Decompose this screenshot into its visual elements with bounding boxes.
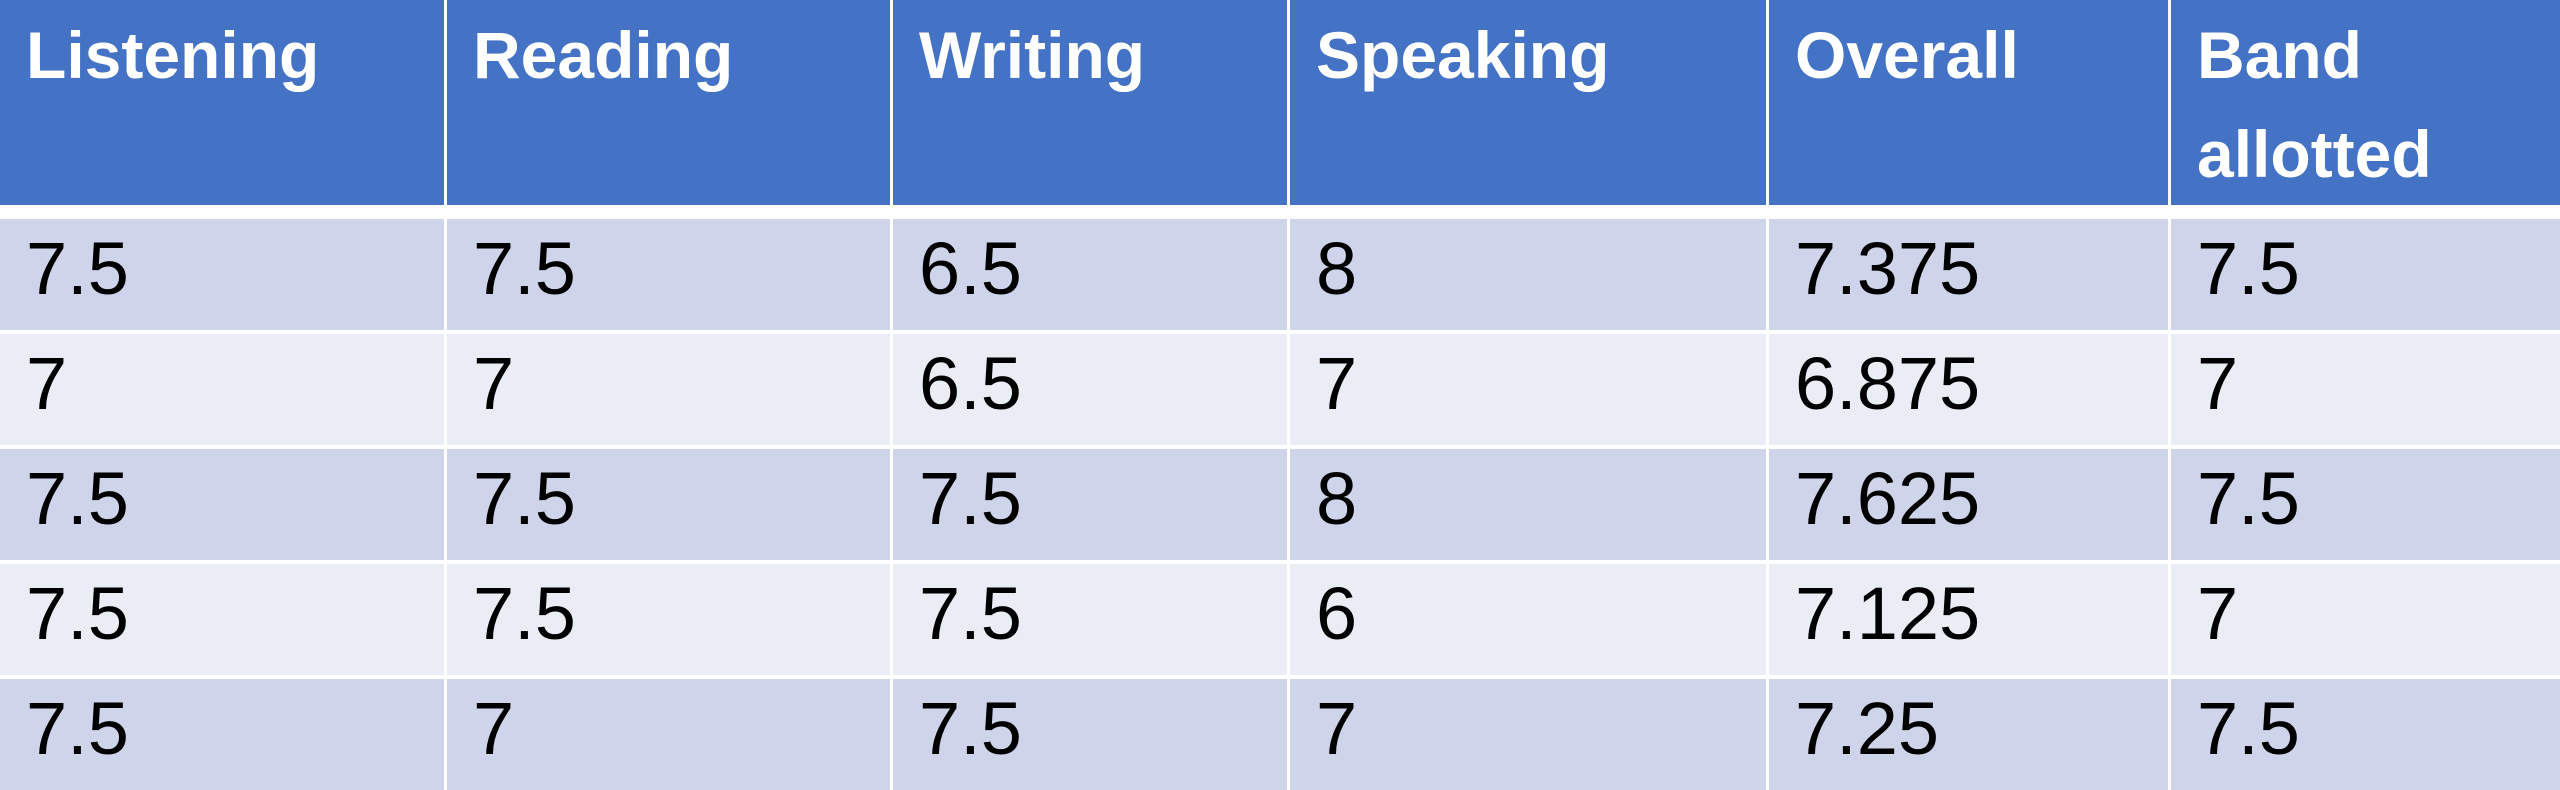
cell-overall: 7.375	[1766, 215, 2168, 330]
cell-writing: 6.5	[890, 330, 1287, 445]
cell-listening: 7	[0, 330, 444, 445]
column-header-speaking: Speaking	[1287, 0, 1766, 215]
column-header-writing: Writing	[890, 0, 1287, 215]
cell-overall: 7.625	[1766, 445, 2168, 560]
table-row: 7.5 7 7.5 7 7.25 7.5	[0, 675, 2560, 790]
cell-overall: 7.125	[1766, 560, 2168, 675]
cell-band-allotted: 7.5	[2168, 445, 2560, 560]
cell-writing: 6.5	[890, 215, 1287, 330]
cell-listening: 7.5	[0, 675, 444, 790]
column-header-reading: Reading	[444, 0, 890, 215]
cell-speaking: 8	[1287, 445, 1766, 560]
column-header-listening: Listening	[0, 0, 444, 215]
cell-reading: 7.5	[444, 445, 890, 560]
cell-overall: 6.875	[1766, 330, 2168, 445]
cell-speaking: 7	[1287, 675, 1766, 790]
table-row: 7 7 6.5 7 6.875 7	[0, 330, 2560, 445]
cell-band-allotted: 7.5	[2168, 215, 2560, 330]
cell-writing: 7.5	[890, 445, 1287, 560]
cell-listening: 7.5	[0, 560, 444, 675]
table-row: 7.5 7.5 6.5 8 7.375 7.5	[0, 215, 2560, 330]
cell-writing: 7.5	[890, 675, 1287, 790]
table-header: Listening Reading Writing Speaking Overa…	[0, 0, 2560, 215]
cell-reading: 7	[444, 675, 890, 790]
cell-speaking: 7	[1287, 330, 1766, 445]
cell-band-allotted: 7	[2168, 330, 2560, 445]
header-row: Listening Reading Writing Speaking Overa…	[0, 0, 2560, 215]
cell-band-allotted: 7	[2168, 560, 2560, 675]
table-row: 7.5 7.5 7.5 6 7.125 7	[0, 560, 2560, 675]
cell-speaking: 8	[1287, 215, 1766, 330]
cell-reading: 7	[444, 330, 890, 445]
cell-reading: 7.5	[444, 215, 890, 330]
cell-speaking: 6	[1287, 560, 1766, 675]
cell-band-allotted: 7.5	[2168, 675, 2560, 790]
cell-reading: 7.5	[444, 560, 890, 675]
table-row: 7.5 7.5 7.5 8 7.625 7.5	[0, 445, 2560, 560]
cell-overall: 7.25	[1766, 675, 2168, 790]
cell-listening: 7.5	[0, 215, 444, 330]
column-header-overall: Overall	[1766, 0, 2168, 215]
table-body: 7.5 7.5 6.5 8 7.375 7.5 7 7 6.5 7 6.875 …	[0, 215, 2560, 790]
cell-writing: 7.5	[890, 560, 1287, 675]
cell-listening: 7.5	[0, 445, 444, 560]
column-header-band-allotted: Band allotted	[2168, 0, 2560, 215]
